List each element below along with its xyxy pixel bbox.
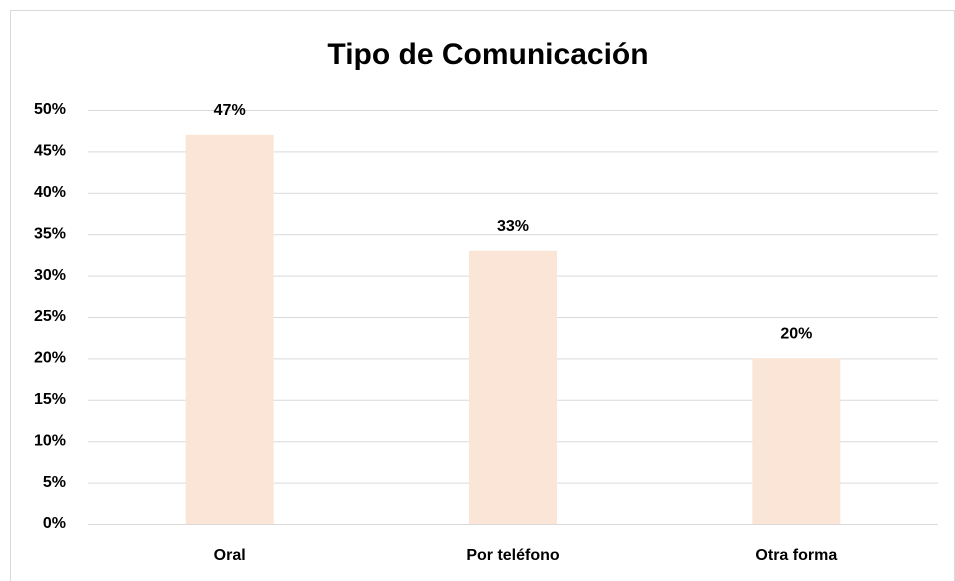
x-tick-label: Oral <box>214 547 246 564</box>
y-tick-label: 0% <box>43 515 66 532</box>
y-tick-label: 50% <box>34 101 66 118</box>
data-label: 20% <box>780 326 812 343</box>
y-tick-label: 5% <box>43 474 66 491</box>
bar <box>469 250 557 524</box>
y-tick-label: 45% <box>34 143 66 160</box>
y-tick-label: 10% <box>34 432 66 449</box>
data-label: 47% <box>214 102 246 119</box>
bar <box>752 358 841 524</box>
x-tick-label: Por teléfono <box>466 547 560 564</box>
y-tick-label: 30% <box>34 267 66 284</box>
y-tick-label: 15% <box>34 391 66 408</box>
y-tick-label: 40% <box>34 184 66 201</box>
y-tick-label: 35% <box>34 225 66 242</box>
bar <box>185 134 274 524</box>
y-tick-label: 25% <box>34 308 66 325</box>
y-tick-label: 20% <box>34 350 66 367</box>
x-tick-label: Otra forma <box>755 547 837 564</box>
chart-title: Tipo de Comunicación <box>327 38 648 71</box>
data-label: 33% <box>497 218 529 235</box>
